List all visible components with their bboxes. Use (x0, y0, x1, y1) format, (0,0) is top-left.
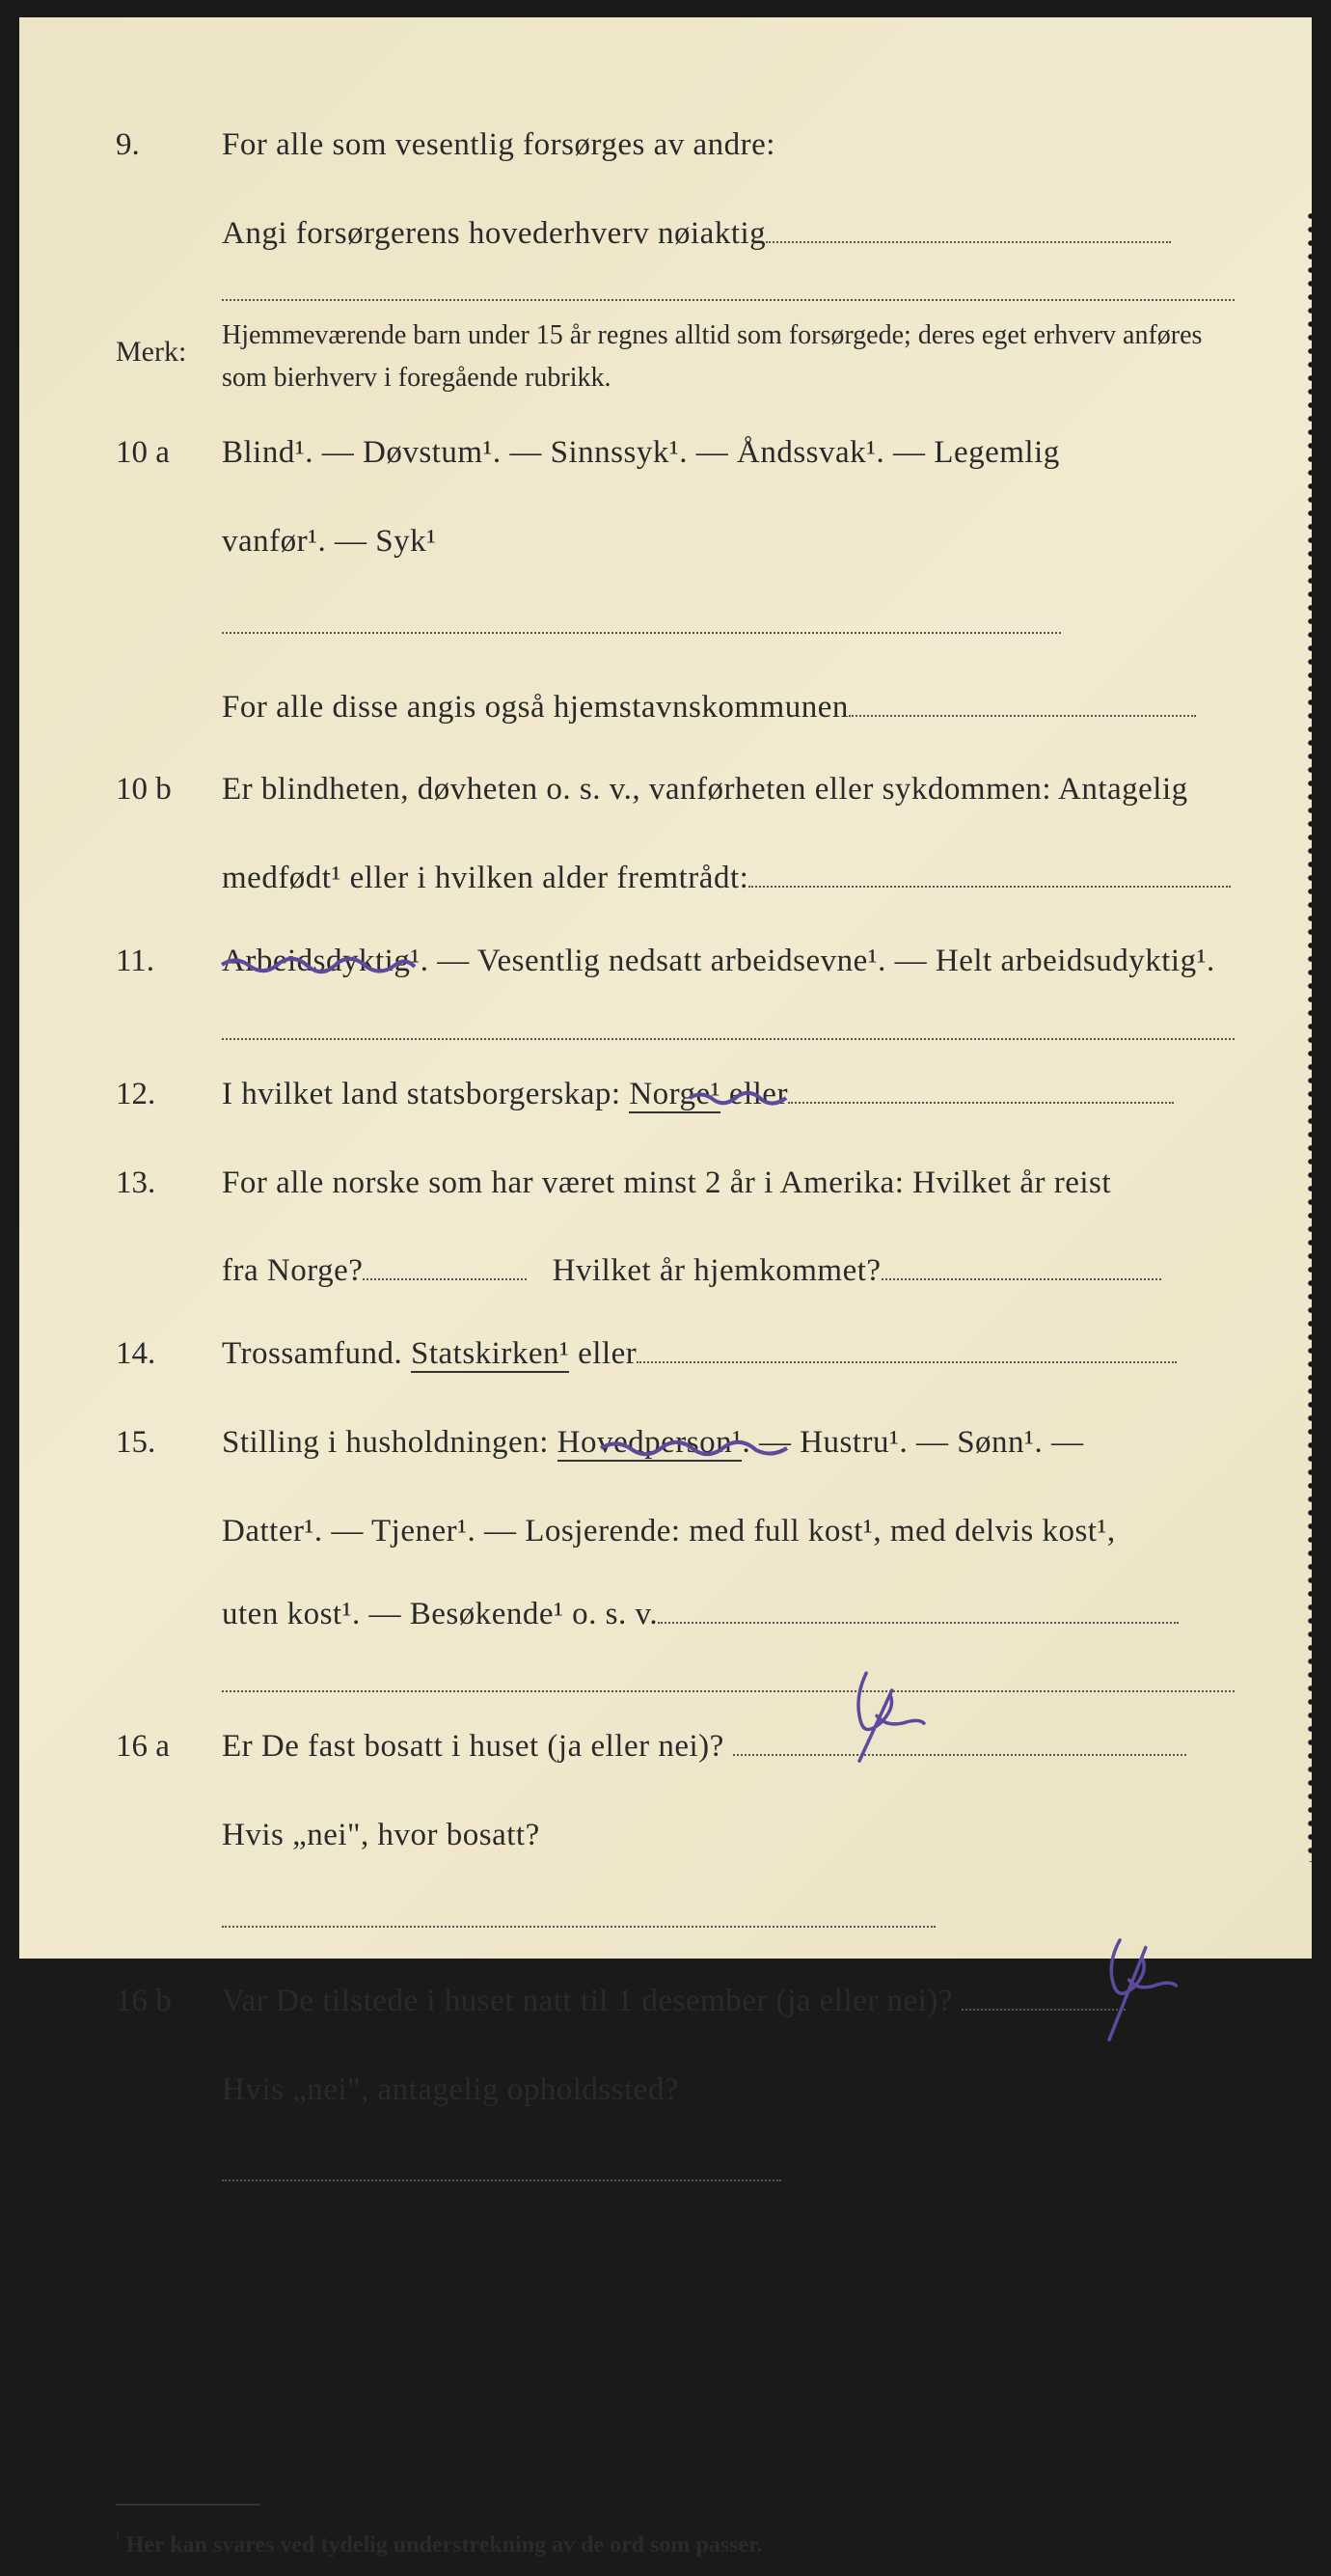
fill-line (788, 1075, 1174, 1104)
q16a-line2-text: Hvis „nei", hvor bosatt? (222, 1818, 540, 1852)
q15-number: 15. (116, 1402, 222, 1485)
q15-line3-text: uten kost¹. — Besøkende¹ o. s. v. (222, 1597, 658, 1631)
q10b-text-line2: medfødt¹ eller i hvilken alder fremtrådt… (222, 837, 1235, 920)
q15-part-c: . — Hustru¹. — Sønn¹. — (742, 1425, 1083, 1460)
fill-line (222, 274, 1235, 301)
fill-line (222, 605, 1061, 634)
q14-part-a: Trossamfund. (222, 1336, 411, 1371)
form-content: 9. For alle som vesentlig forsørges av a… (116, 104, 1235, 2576)
fill-line (849, 688, 1196, 717)
note-text: Hjemmeværende barn under 15 år regnes al… (222, 315, 1235, 401)
q12-underlined: Norge¹ (629, 1077, 720, 1113)
q14-number: 14. (116, 1313, 222, 1396)
q11-number: 11. (116, 920, 222, 1003)
question-11: 11. Arbeidsdyktig¹. — Vesentlig nedsatt … (116, 920, 1235, 1003)
q10a-text-line3: For alle disse angis også hjemstavnskomm… (222, 667, 1235, 750)
question-13: 13. For alle norske som har været minst … (116, 1142, 1235, 1225)
q10a-line2-text: vanfør¹. — Syk¹ (222, 524, 437, 559)
fill-line (962, 1982, 1126, 2011)
perforation-edge (1306, 210, 1316, 1862)
q16b-line1-text: Var De tilstede i huset natt til 1 desem… (222, 1984, 953, 2018)
question-10b: 10 b Er blindheten, døvheten o. s. v., v… (116, 749, 1235, 832)
q12-number: 12. (116, 1054, 222, 1137)
fill-line (363, 1252, 527, 1281)
question-16a: 16 a Er De fast bosatt i huset (ja eller… (116, 1706, 1235, 1789)
q16b-line2-text: Hvis „nei", antagelig opholdssted? (222, 2072, 679, 2107)
q9-text-line2: Angi forsørgerens hovederhverv nøiaktig (222, 193, 1235, 276)
footnote-rule (116, 2504, 260, 2506)
q14-text: Trossamfund. Statskirken¹ eller (222, 1313, 1235, 1396)
fill-line (733, 1728, 1186, 1757)
footnote-text: Her kan svares ved tydelig understreknin… (121, 2533, 763, 2558)
q16a-number: 16 a (116, 1706, 222, 1789)
q12-part-c: eller (720, 1077, 788, 1111)
q11-text: Arbeidsdyktig¹. — Vesentlig nedsatt arbe… (222, 920, 1235, 1003)
fill-line (222, 2153, 781, 2182)
q16a-text-line2: Hvis „nei", hvor bosatt? (222, 1795, 1235, 1960)
q12-part-a: I hvilket land statsborgerskap: (222, 1077, 629, 1111)
q10a-text-line2: vanfør¹. — Syk¹ (222, 501, 1235, 667)
q10b-text-line1: Er blindheten, døvheten o. s. v., vanfør… (222, 749, 1235, 832)
q9-number: 9. (116, 104, 222, 187)
q10a-line3-text: For alle disse angis også hjemstavnskomm… (222, 690, 849, 725)
fill-line (882, 1252, 1161, 1281)
fill-line (748, 859, 1231, 888)
q12-text: I hvilket land statsborgerskap: Norge¹ e… (222, 1054, 1235, 1137)
fill-line (637, 1334, 1177, 1363)
fill-line (222, 1665, 1235, 1692)
q16a-line1-text: Er De fast bosatt i huset (ja eller nei)… (222, 1729, 724, 1764)
q16b-text-line2: Hvis „nei", antagelig opholdssted? (222, 2049, 1235, 2215)
q15-text-line1: Stilling i husholdningen: Hovedperson¹. … (222, 1402, 1235, 1485)
q9-text-line1: For alle som vesentlig forsørges av andr… (222, 104, 1235, 187)
question-12: 12. I hvilket land statsborgerskap: Norg… (116, 1054, 1235, 1137)
fill-line (766, 214, 1171, 243)
question-9: 9. For alle som vesentlig forsørges av a… (116, 104, 1235, 187)
q9-line2-text: Angi forsørgerens hovederhverv nøiaktig (222, 216, 766, 251)
q10b-number: 10 b (116, 749, 222, 832)
q16b-text-line1: Var De tilstede i huset natt til 1 desem… (222, 1960, 1235, 2043)
q10a-number: 10 a (116, 412, 222, 495)
fill-line (658, 1595, 1179, 1624)
q15-underlined: Hovedperson¹ (557, 1425, 743, 1462)
q10b-line2-text: medfødt¹ eller i hvilken alder fremtrådt… (222, 861, 748, 895)
question-10a: 10 a Blind¹. — Døvstum¹. — Sinnssyk¹. — … (116, 412, 1235, 495)
question-14: 14. Trossamfund. Statskirken¹ eller (116, 1313, 1235, 1396)
q10a-text-line1: Blind¹. — Døvstum¹. — Sinnssyk¹. — Åndss… (222, 412, 1235, 495)
q15-part-a: Stilling i husholdningen: (222, 1425, 557, 1460)
note-block: Merk: Hjemmeværende barn under 15 år reg… (116, 315, 1235, 401)
q13-text-line1: For alle norske som har været minst 2 år… (222, 1142, 1235, 1225)
fill-line (222, 1013, 1235, 1040)
question-15: 15. Stilling i husholdningen: Hovedperso… (116, 1402, 1235, 1485)
q13-line2b: Hvilket år hjemkommet? (553, 1253, 882, 1288)
fill-line (222, 1899, 936, 1928)
q13-text-line2: fra Norge? Hvilket år hjemkommet? (222, 1230, 1235, 1313)
q14-part-c: eller (569, 1336, 637, 1371)
q14-underlined: Statskirken¹ (411, 1336, 569, 1373)
q15-text-line2: Datter¹. — Tjener¹. — Losjerende: med fu… (222, 1491, 1235, 1574)
question-16b: 16 b Var De tilstede i huset natt til 1 … (116, 1960, 1235, 2043)
note-label: Merk: (116, 315, 222, 390)
q13-line2a: fra Norge? (222, 1253, 363, 1288)
q15-text-line3: uten kost¹. — Besøkende¹ o. s. v. (222, 1574, 1235, 1657)
document-page: 9. For alle som vesentlig forsørges av a… (19, 17, 1312, 1959)
q16b-number: 16 b (116, 1960, 222, 2043)
q13-number: 13. (116, 1142, 222, 1225)
q16a-text-line1: Er De fast bosatt i huset (ja eller nei)… (222, 1706, 1235, 1789)
footnote: ¹ Her kan svares ved tydelig understrekn… (116, 2515, 1235, 2575)
